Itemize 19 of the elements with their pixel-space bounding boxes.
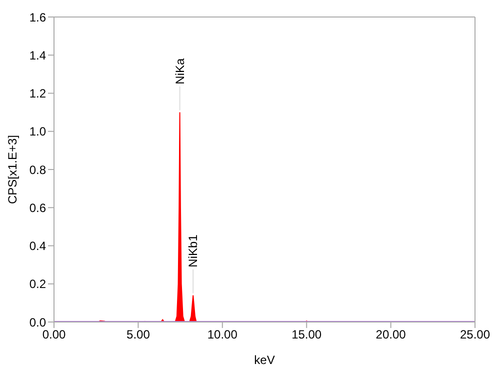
y-tick-label: 0.4 <box>29 239 46 254</box>
y-tick-label: 1.6 <box>29 10 46 24</box>
y-tick-label: 0.0 <box>29 315 46 330</box>
annotation: NiKb1 <box>186 234 200 268</box>
y-tick-label: 0.2 <box>29 277 46 292</box>
y-tick-label: 0.8 <box>29 162 46 177</box>
y-tick-label: 1.4 <box>29 48 46 62</box>
x-tick-label: 25.00 <box>460 328 490 342</box>
x-tick-label: 15.00 <box>292 328 322 342</box>
x-tick-label: 10.00 <box>207 328 238 342</box>
y-tick-label: 0.6 <box>29 200 46 215</box>
y-axis-title: CPS[x1.E+3] <box>5 134 20 204</box>
x-axis-title: keV <box>254 353 275 367</box>
x-tick-label: 5.00 <box>126 328 150 342</box>
x-tick-label: 0.00 <box>42 328 66 342</box>
annotation: NiKa <box>172 58 187 84</box>
y-tick-label: 1.2 <box>29 86 46 101</box>
y-tick-label: 1.0 <box>29 124 46 139</box>
x-tick-label: 20.00 <box>376 328 406 342</box>
